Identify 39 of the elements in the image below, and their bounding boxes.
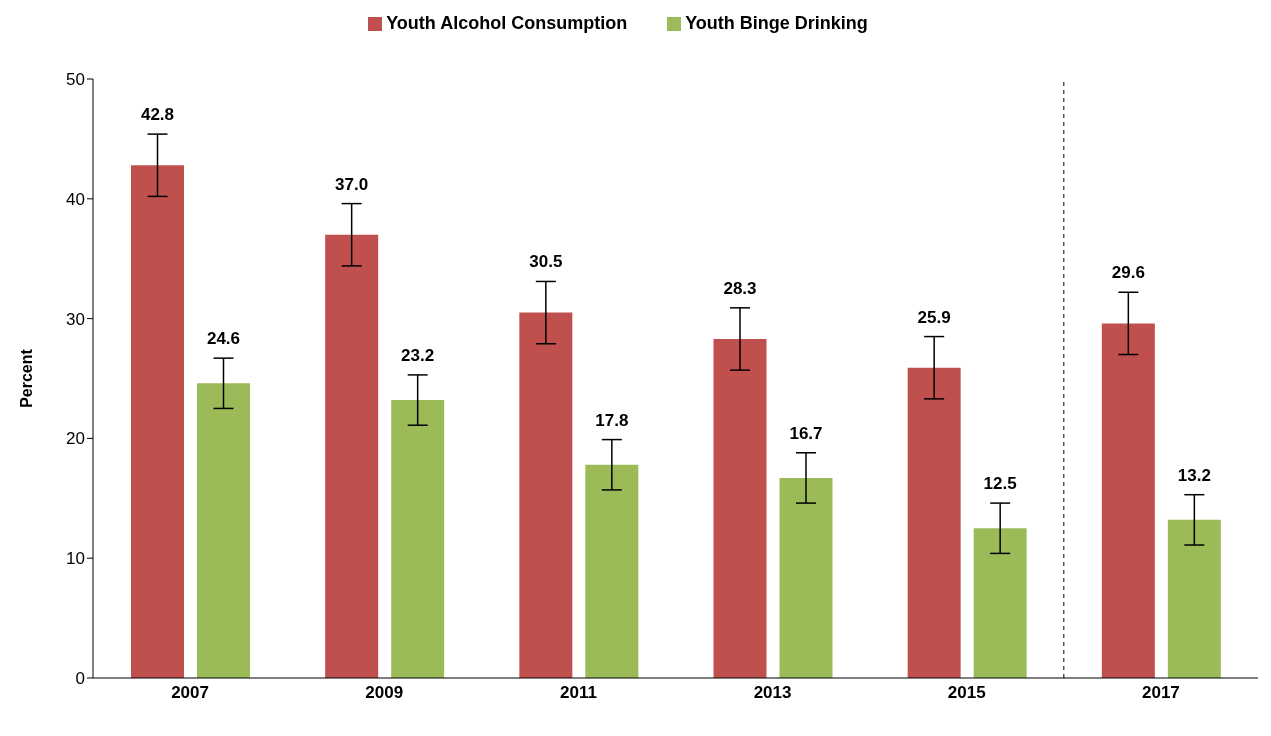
bar bbox=[973, 528, 1027, 678]
legend-label: Youth Alcohol Consumption bbox=[386, 13, 628, 33]
bar bbox=[1167, 519, 1221, 678]
data-label: 13.2 bbox=[1177, 465, 1211, 485]
bar bbox=[585, 464, 639, 678]
bar bbox=[131, 165, 184, 678]
bar bbox=[713, 338, 767, 678]
bar bbox=[325, 234, 379, 678]
data-label: 37.0 bbox=[335, 174, 369, 194]
data-label: 28.3 bbox=[723, 278, 757, 298]
x-tick-label: 2017 bbox=[1142, 683, 1180, 703]
data-label: 42.8 bbox=[140, 105, 175, 125]
y-tick-label: 10 bbox=[66, 549, 85, 569]
y-tick-label: 40 bbox=[66, 189, 85, 209]
bar bbox=[519, 312, 573, 678]
bar bbox=[1101, 323, 1155, 678]
bar bbox=[391, 400, 445, 678]
legend-label: Youth Binge Drinking bbox=[685, 13, 868, 33]
data-label: 29.6 bbox=[1111, 263, 1145, 283]
y-tick-label: 20 bbox=[66, 429, 85, 449]
x-tick-label: 2009 bbox=[365, 683, 404, 703]
y-tick-label: 50 bbox=[66, 70, 85, 90]
x-tick-label: 2011 bbox=[559, 683, 597, 703]
x-tick-label: 2015 bbox=[947, 683, 986, 703]
data-label: 12.5 bbox=[983, 474, 1017, 494]
x-tick-label: 2007 bbox=[171, 683, 209, 703]
bar bbox=[907, 367, 961, 678]
data-label: 25.9 bbox=[917, 307, 951, 327]
data-label: 23.2 bbox=[401, 345, 435, 365]
x-tick-label: 2013 bbox=[753, 683, 792, 703]
bar bbox=[779, 477, 833, 678]
data-label: 30.5 bbox=[529, 252, 563, 272]
data-label: 17.8 bbox=[595, 410, 629, 430]
bar bbox=[197, 383, 250, 678]
y-axis-title: Percent bbox=[17, 348, 35, 408]
y-tick-label: 0 bbox=[75, 669, 85, 689]
data-label: 24.6 bbox=[206, 329, 241, 349]
y-tick-label: 30 bbox=[66, 309, 85, 329]
data-label: 16.7 bbox=[789, 423, 823, 443]
